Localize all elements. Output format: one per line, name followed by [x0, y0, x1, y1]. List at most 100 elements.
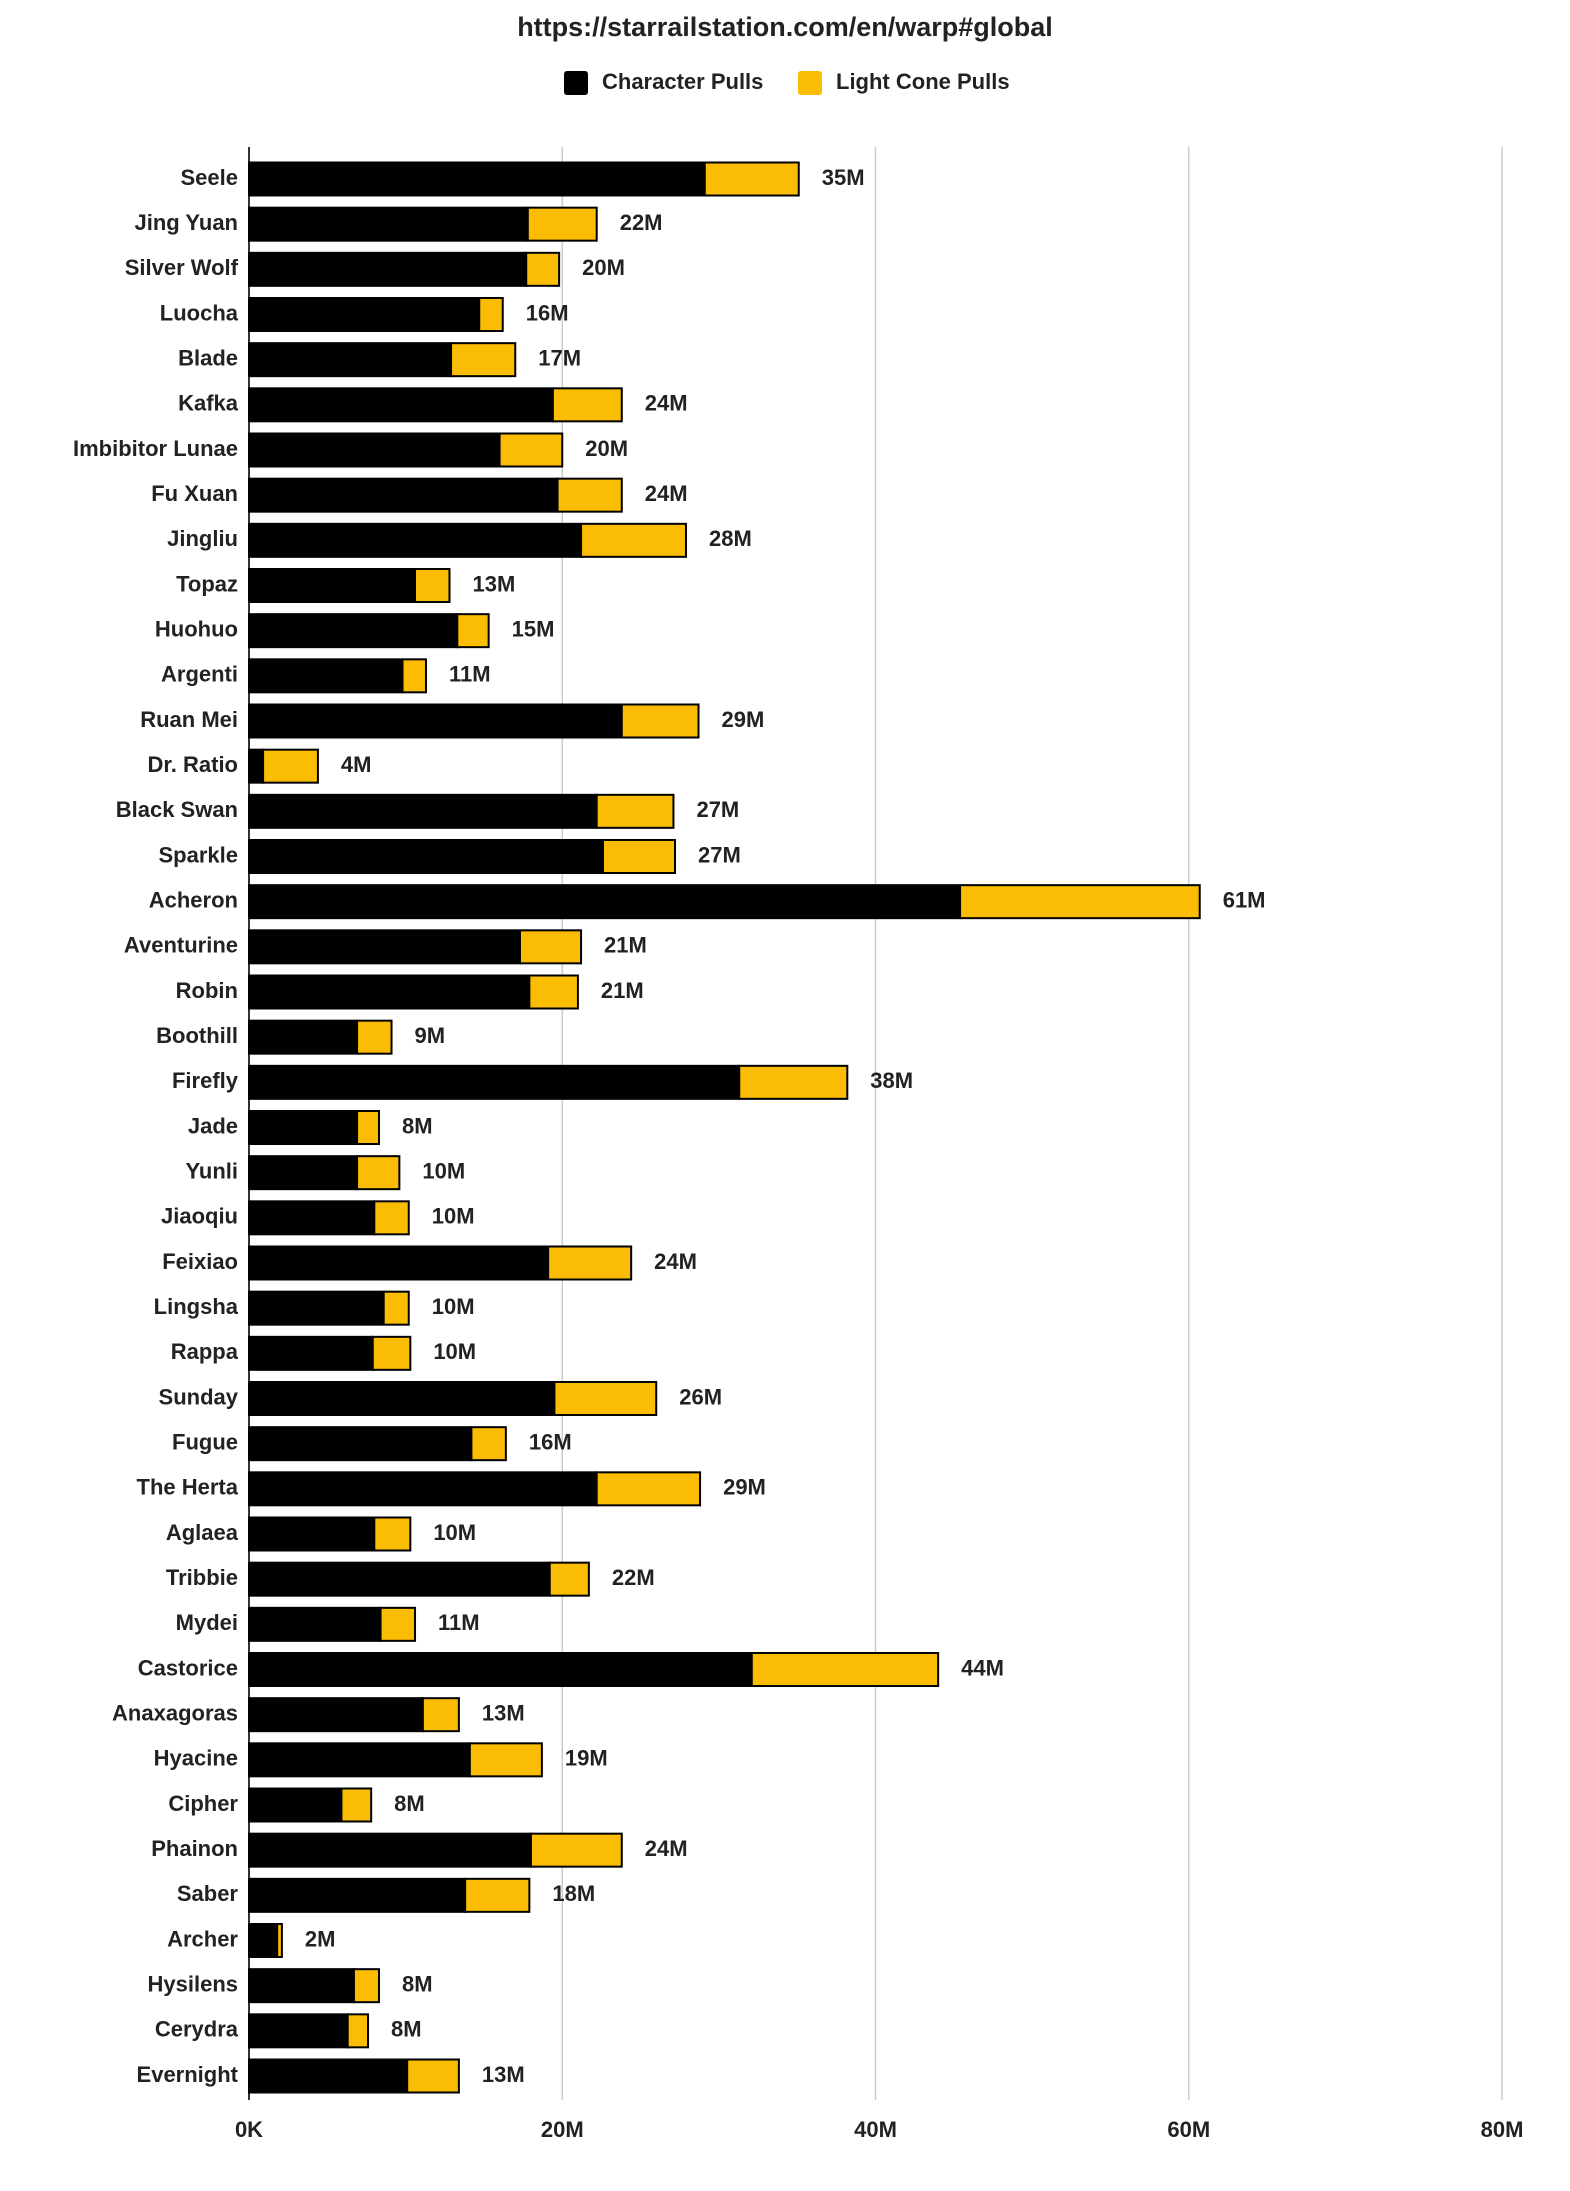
bar-segment	[498, 432, 564, 468]
total-label: 27M	[696, 797, 739, 822]
y-tick-label: Blade	[178, 345, 238, 370]
y-tick-label: Black Swan	[116, 797, 238, 822]
total-label: 10M	[433, 1339, 476, 1364]
bar-segment	[248, 1561, 551, 1597]
x-tick-label: 60M	[1167, 2117, 1210, 2142]
total-label: 21M	[601, 978, 644, 1003]
bar-segment	[248, 477, 559, 513]
y-tick-label: Fu Xuan	[151, 481, 238, 506]
bar-segment	[478, 297, 504, 332]
legend-swatch	[798, 71, 822, 95]
total-label: 13M	[482, 1700, 525, 1725]
y-tick-label: Tribbie	[166, 1565, 238, 1590]
bar-segment	[248, 839, 604, 874]
y-tick-label: Imbibitor Lunae	[73, 436, 238, 461]
bar-segment	[248, 793, 598, 829]
bar-segment	[703, 161, 800, 197]
total-label: 16M	[526, 300, 569, 325]
y-tick-label: Luocha	[160, 300, 239, 325]
y-tick-label: Evernight	[137, 2062, 239, 2087]
x-tick-label: 0K	[235, 2117, 263, 2142]
bar-segment	[248, 1968, 355, 2004]
bar-segment	[382, 1290, 410, 1326]
y-tick-label: Aglaea	[166, 1520, 239, 1545]
y-tick-label: Firefly	[172, 1068, 239, 1093]
bar-segment	[248, 1381, 556, 1416]
total-label: 28M	[709, 526, 752, 551]
total-label: 4M	[341, 752, 372, 777]
bar-segment	[356, 1155, 401, 1191]
total-label: 17M	[538, 345, 581, 370]
total-label: 24M	[654, 1249, 697, 1274]
total-label: 29M	[722, 707, 765, 732]
total-label: 16M	[529, 1429, 572, 1454]
bar-segment	[526, 206, 598, 242]
bar-segment	[580, 522, 687, 558]
bar-segment	[248, 2013, 349, 2049]
y-tick-label: Jade	[188, 1113, 238, 1138]
bar-segment	[959, 884, 1201, 920]
y-tick-label: Huohuo	[155, 616, 238, 641]
total-label: 35M	[822, 165, 865, 190]
total-label: 19M	[565, 1746, 608, 1771]
total-label: 8M	[391, 2017, 422, 2042]
y-tick-label: Sunday	[159, 1384, 239, 1409]
bar-segment	[547, 1245, 633, 1281]
bar-segment	[248, 748, 265, 784]
bar-segment	[346, 2013, 370, 2049]
bar-segment	[248, 1155, 359, 1191]
y-tick-label: Kafka	[178, 391, 239, 416]
bar-segment	[595, 793, 675, 829]
y-tick-label: Feixiao	[162, 1249, 238, 1274]
bar-segment	[248, 1019, 359, 1055]
y-tick-label: Ruan Mei	[140, 707, 238, 732]
y-tick-label: Jing Yuan	[134, 210, 238, 235]
bar-segment	[248, 568, 417, 603]
bar-segment	[248, 703, 623, 739]
bar-segment	[248, 1200, 376, 1236]
bar-segment	[248, 206, 529, 242]
total-label: 8M	[402, 1971, 433, 1996]
bar-segment	[248, 342, 453, 378]
bar-segment	[373, 1516, 412, 1552]
legend-label: Light Cone Pulls	[836, 69, 1010, 94]
bar-segment	[528, 974, 579, 1010]
bar-segment	[248, 1832, 532, 1868]
total-label: 11M	[438, 1610, 480, 1635]
bar-segment	[620, 703, 700, 739]
legend-label: Character Pulls	[602, 69, 763, 94]
bar-segment	[248, 613, 459, 649]
bar-segment	[340, 1787, 373, 1823]
y-tick-label: Cipher	[168, 1791, 238, 1816]
total-label: 44M	[961, 1655, 1004, 1680]
total-label: 10M	[422, 1158, 465, 1183]
bar-segment	[248, 658, 404, 694]
bar-segment	[529, 1832, 623, 1868]
total-label: 18M	[552, 1881, 595, 1906]
bar-segment	[518, 929, 583, 965]
x-tick-label: 20M	[541, 2117, 584, 2142]
bar-segment	[556, 477, 623, 513]
bar-segment	[248, 1787, 343, 1823]
legend-swatch	[564, 71, 588, 95]
total-label: 21M	[604, 933, 647, 958]
bar-segment	[248, 1110, 359, 1145]
bar-segment	[248, 161, 706, 197]
total-label: 10M	[432, 1204, 475, 1229]
bar-segment	[468, 1742, 543, 1778]
y-tick-label: Phainon	[151, 1836, 238, 1861]
total-label: 22M	[612, 1565, 655, 1590]
bar-segment	[401, 658, 427, 694]
bar-segment	[601, 839, 677, 874]
bar-segment	[248, 1652, 753, 1687]
y-tick-label: Mydei	[176, 1610, 238, 1635]
total-label: 29M	[723, 1475, 766, 1500]
total-label: 13M	[472, 571, 515, 596]
total-label: 61M	[1223, 887, 1266, 912]
y-tick-label: Cerydra	[155, 2017, 239, 2042]
y-tick-label: Rappa	[171, 1339, 239, 1364]
total-label: 27M	[698, 842, 741, 867]
bar-segment	[551, 387, 623, 423]
bar-segment	[248, 251, 528, 287]
y-tick-label: Yunli	[185, 1158, 238, 1183]
